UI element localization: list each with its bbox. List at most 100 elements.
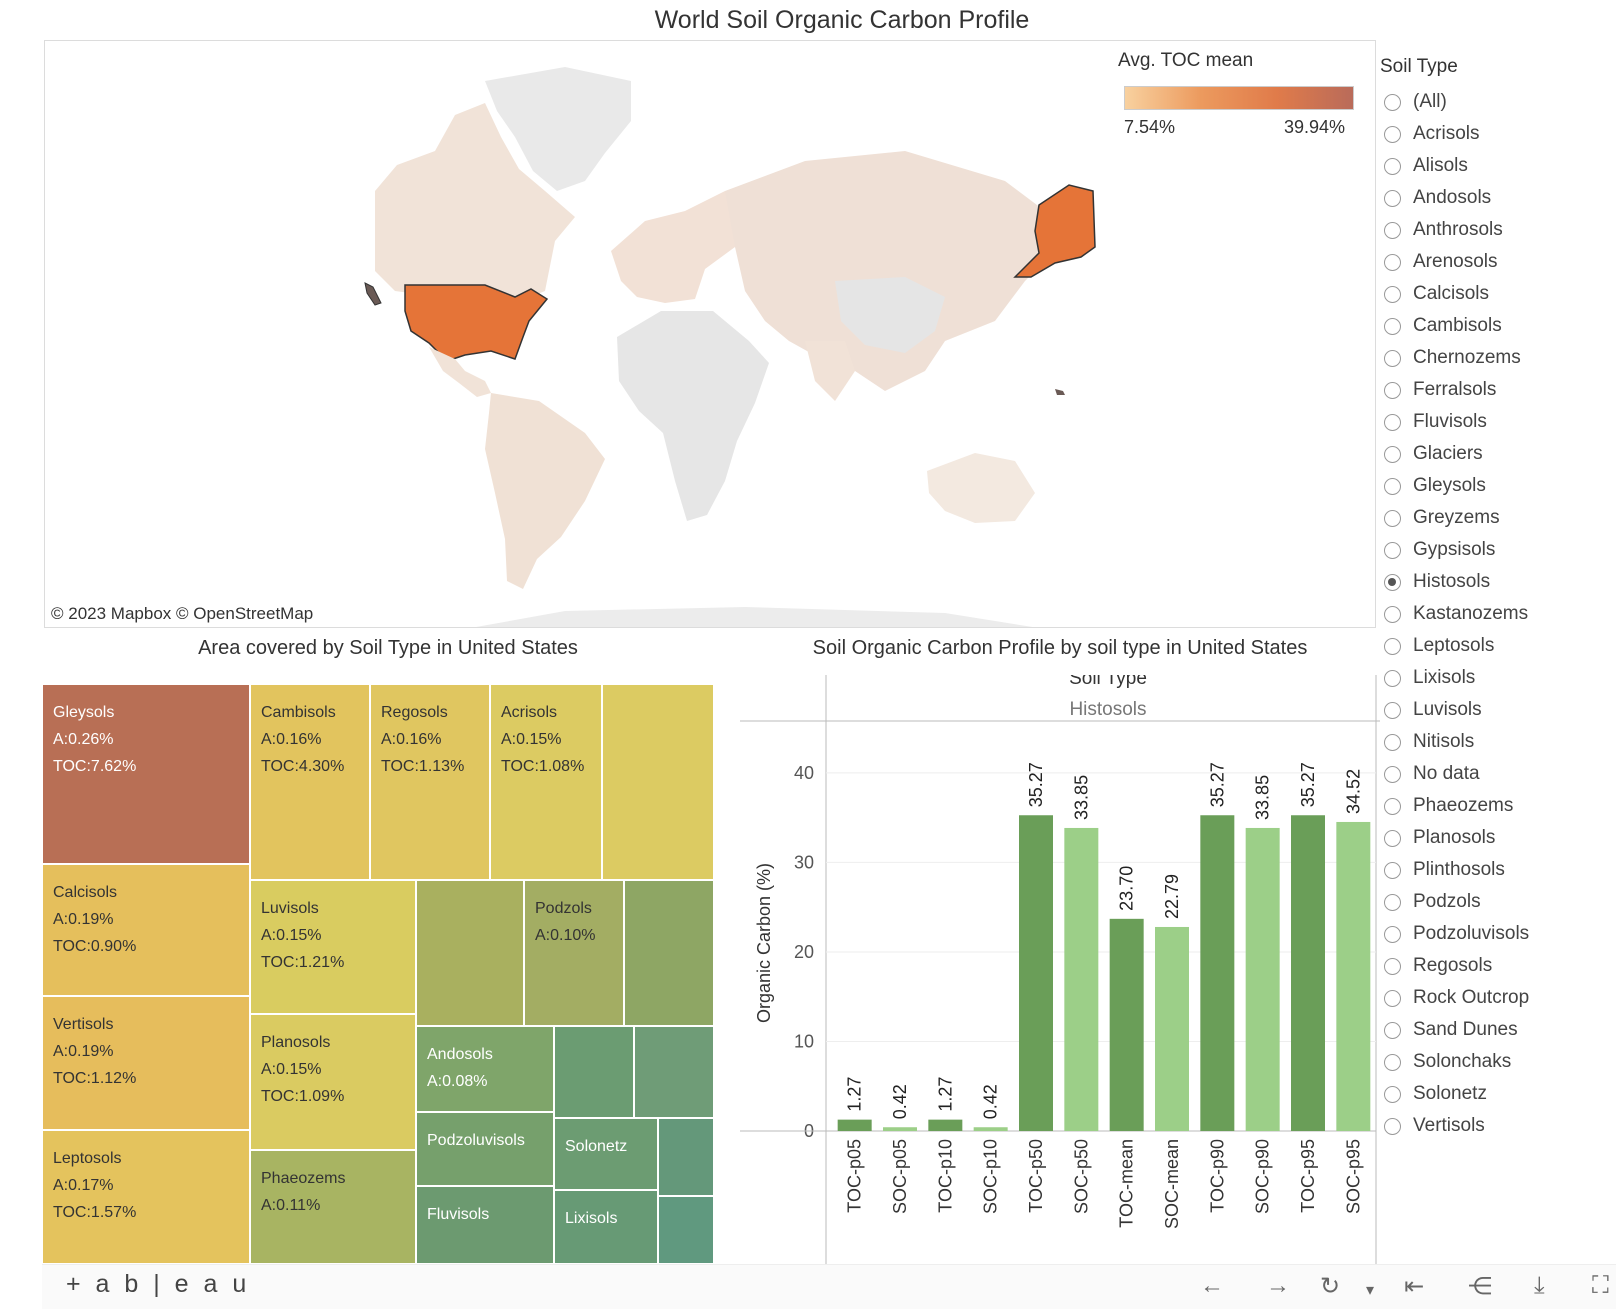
filter-option[interactable]: Solonetz <box>1384 1078 1612 1110</box>
reset-icon[interactable]: ⇤ <box>1404 1273 1425 1300</box>
treemap-tile[interactable] <box>624 880 714 1026</box>
treemap-tile[interactable] <box>602 684 714 880</box>
radio-button[interactable] <box>1384 253 1401 271</box>
treemap-tile[interactable]: Planosols A:0.15% TOC:1.09% <box>250 1014 416 1150</box>
radio-button[interactable] <box>1384 733 1401 751</box>
radio-button[interactable] <box>1384 1117 1401 1135</box>
filter-option[interactable]: Anthrosols <box>1384 214 1612 246</box>
filter-option[interactable]: Cambisols <box>1384 310 1612 342</box>
revert-icon[interactable]: ↻ <box>1320 1273 1341 1300</box>
treemap-tile[interactable] <box>416 880 524 1026</box>
radio-button[interactable] <box>1384 701 1401 719</box>
filter-option[interactable]: Rock Outcrop <box>1384 982 1612 1014</box>
radio-button[interactable] <box>1384 1021 1401 1039</box>
radio-button[interactable] <box>1384 477 1401 495</box>
filter-option[interactable]: Chernozems <box>1384 342 1612 374</box>
filter-option[interactable]: Gleysols <box>1384 470 1612 502</box>
filter-option[interactable]: Solonchaks <box>1384 1046 1612 1078</box>
filter-option[interactable]: Luvisols <box>1384 694 1612 726</box>
radio-button[interactable] <box>1384 541 1401 559</box>
radio-button[interactable] <box>1384 349 1401 367</box>
treemap-tile[interactable]: Vertisols A:0.19% TOC:1.12% <box>42 996 250 1130</box>
radio-button[interactable] <box>1384 285 1401 303</box>
radio-button[interactable] <box>1384 1085 1401 1103</box>
map-attribution[interactable]: © 2023 Mapbox © OpenStreetMap <box>51 604 314 623</box>
treemap-tile[interactable] <box>634 1026 714 1118</box>
filter-option[interactable]: Calcisols <box>1384 278 1612 310</box>
radio-button[interactable] <box>1384 93 1401 111</box>
treemap-tile[interactable] <box>658 1196 714 1264</box>
treemap-tile[interactable] <box>554 1026 634 1118</box>
treemap-tile[interactable]: Podzoluvisols <box>416 1112 554 1186</box>
tableau-logo[interactable]: + a b | e a u <box>66 1270 250 1299</box>
radio-button[interactable] <box>1384 381 1401 399</box>
map-canvas[interactable] <box>45 41 1376 628</box>
treemap-tile[interactable]: Leptosols A:0.17% TOC:1.57% <box>42 1130 250 1264</box>
dropdown-icon[interactable]: ▾ <box>1366 1282 1375 1299</box>
filter-option[interactable]: Nitisols <box>1384 726 1612 758</box>
fullscreen-icon[interactable]: ⛶ <box>1592 1272 1609 1299</box>
treemap-tile[interactable]: Lixisols <box>554 1190 658 1264</box>
filter-option[interactable]: Andosols <box>1384 182 1612 214</box>
undo-icon[interactable]: ← <box>1200 1272 1224 1299</box>
filter-option[interactable]: No data <box>1384 758 1612 790</box>
radio-button[interactable] <box>1384 605 1401 623</box>
filter-option[interactable]: Ferralsols <box>1384 374 1612 406</box>
filter-option[interactable]: (All) <box>1384 86 1612 118</box>
radio-button[interactable] <box>1384 509 1401 527</box>
radio-button[interactable] <box>1384 157 1401 175</box>
radio-button[interactable] <box>1384 125 1401 143</box>
filter-option[interactable]: Phaeozems <box>1384 790 1612 822</box>
treemap-tile[interactable]: Gleysols A:0.26% TOC:7.62% <box>42 684 250 864</box>
radio-button[interactable] <box>1384 957 1401 975</box>
treemap-tile[interactable]: Calcisols A:0.19% TOC:0.90% <box>42 864 250 996</box>
filter-option[interactable]: Histosols <box>1384 566 1612 598</box>
filter-option[interactable]: Greyzems <box>1384 502 1612 534</box>
treemap-tile[interactable]: Regosols A:0.16% TOC:1.13% <box>370 684 490 880</box>
radio-button[interactable] <box>1384 989 1401 1007</box>
treemap-tile[interactable]: Solonetz <box>554 1118 658 1190</box>
radio-button[interactable] <box>1384 797 1401 815</box>
treemap-tile[interactable]: Andosols A:0.08% <box>416 1026 554 1112</box>
filter-option[interactable]: Lixisols <box>1384 662 1612 694</box>
radio-button[interactable] <box>1384 765 1401 783</box>
radio-button[interactable] <box>1384 189 1401 207</box>
download-icon[interactable]: ⤓ <box>1534 1272 1545 1299</box>
treemap-tile[interactable]: Acrisols A:0.15% TOC:1.08% <box>490 684 602 880</box>
radio-button[interactable] <box>1384 637 1401 655</box>
soil-area-treemap[interactable]: Gleysols A:0.26% TOC:7.62% Cambisols A:0.16%… <box>42 684 734 1264</box>
filter-option[interactable]: Vertisols <box>1384 1110 1612 1142</box>
filter-option[interactable]: Sand Dunes <box>1384 1014 1612 1046</box>
filter-option[interactable]: Acrisols <box>1384 118 1612 150</box>
treemap-tile[interactable]: Podzols A:0.10% <box>524 880 624 1026</box>
radio-button[interactable] <box>1384 573 1401 591</box>
filter-option[interactable]: Glaciers <box>1384 438 1612 470</box>
filter-option[interactable]: Fluvisols <box>1384 406 1612 438</box>
radio-button[interactable] <box>1384 413 1401 431</box>
filter-option[interactable]: Planosols <box>1384 822 1612 854</box>
filter-option[interactable]: Gypsisols <box>1384 534 1612 566</box>
radio-button[interactable] <box>1384 861 1401 879</box>
radio-button[interactable] <box>1384 925 1401 943</box>
radio-button[interactable] <box>1384 221 1401 239</box>
soil-type-filter[interactable]: (All) Acrisols Alisols Andosols Anthrosols Ar… <box>1384 86 1612 1142</box>
radio-button[interactable] <box>1384 445 1401 463</box>
share-icon[interactable]: ⋲ <box>1468 1273 1492 1300</box>
treemap-tile[interactable] <box>658 1118 714 1196</box>
radio-button[interactable] <box>1384 317 1401 335</box>
soil-carbon-barchart[interactable]: Soil Type Histosols 0 10 20 30 40 Organic Carbo… <box>740 655 1380 1265</box>
treemap-tile[interactable]: Fluvisols <box>416 1186 554 1264</box>
filter-option[interactable]: Podzoluvisols <box>1384 918 1612 950</box>
filter-option[interactable]: Arenosols <box>1384 246 1612 278</box>
world-map[interactable] <box>44 40 1376 628</box>
filter-option[interactable]: Leptosols <box>1384 630 1612 662</box>
filter-option[interactable]: Plinthosols <box>1384 854 1612 886</box>
filter-option[interactable]: Kastanozems <box>1384 598 1612 630</box>
radio-button[interactable] <box>1384 893 1401 911</box>
radio-button[interactable] <box>1384 829 1401 847</box>
treemap-tile[interactable]: Phaeozems A:0.11% <box>250 1150 416 1264</box>
filter-option[interactable]: Podzols <box>1384 886 1612 918</box>
radio-button[interactable] <box>1384 1053 1401 1071</box>
filter-option[interactable]: Regosols <box>1384 950 1612 982</box>
